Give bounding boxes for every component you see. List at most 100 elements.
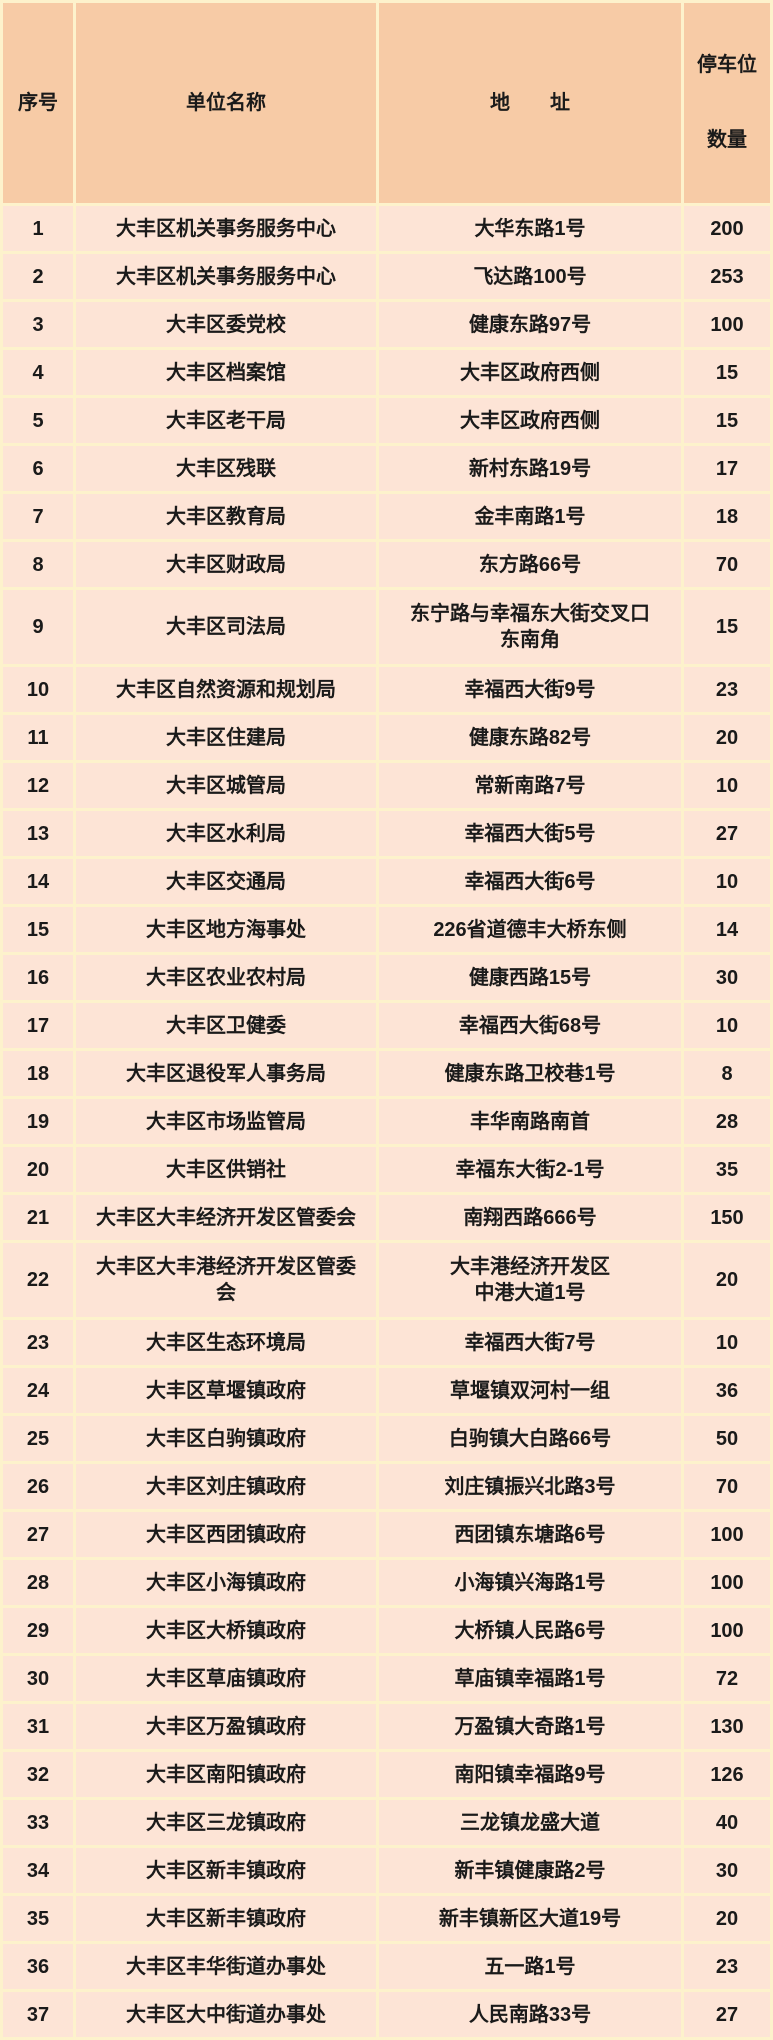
- unit-name-cell: 大丰区新丰镇政府: [76, 1848, 376, 1893]
- table-row: 9 大丰区司法局 东宁路与幸福东大街交叉口 东南角 15: [3, 590, 770, 664]
- unit-name-cell: 大丰区草堰镇政府: [76, 1368, 376, 1413]
- parking-count-cell: 72: [684, 1656, 770, 1701]
- address-cell: 东宁路与幸福东大街交叉口 东南角: [379, 590, 681, 664]
- parking-count-cell: 30: [684, 1848, 770, 1893]
- address-cell: 幸福西大街9号: [379, 667, 681, 712]
- parking-count-cell: 20: [684, 1896, 770, 1941]
- parking-count-cell: 100: [684, 1560, 770, 1605]
- parking-count-cell: 20: [684, 715, 770, 760]
- table-row: 21 大丰区大丰经济开发区管委会 南翔西路666号 150: [3, 1195, 770, 1240]
- parking-count-cell: 15: [684, 398, 770, 443]
- row-number-cell: 8: [3, 542, 73, 587]
- parking-count-cell: 28: [684, 1099, 770, 1144]
- parking-count-cell: 100: [684, 1608, 770, 1653]
- address-cell: 幸福西大街5号: [379, 811, 681, 856]
- parking-count-cell: 15: [684, 350, 770, 395]
- unit-name-cell: 大丰区刘庄镇政府: [76, 1464, 376, 1509]
- unit-name-cell: 大丰区交通局: [76, 859, 376, 904]
- table-body: 1 大丰区机关事务服务中心 大华东路1号 200 2 大丰区机关事务服务中心 飞达路100号…: [3, 206, 770, 2037]
- table-row: 5 大丰区老干局 大丰区政府西侧 15: [3, 398, 770, 443]
- address-cell: 幸福东大街2-1号: [379, 1147, 681, 1192]
- address-cell: 新丰镇新区大道19号: [379, 1896, 681, 1941]
- table-row: 29 大丰区大桥镇政府 大桥镇人民路6号 100: [3, 1608, 770, 1653]
- parking-count-cell: 8: [684, 1051, 770, 1096]
- row-number-cell: 1: [3, 206, 73, 251]
- unit-name-cell: 大丰区地方海事处: [76, 907, 376, 952]
- address-cell: 白驹镇大白路66号: [379, 1416, 681, 1461]
- table-row: 4 大丰区档案馆 大丰区政府西侧 15: [3, 350, 770, 395]
- row-number-cell: 21: [3, 1195, 73, 1240]
- parking-count-cell: 20: [684, 1243, 770, 1317]
- row-number-cell: 6: [3, 446, 73, 491]
- row-number-cell: 28: [3, 1560, 73, 1605]
- row-number-cell: 15: [3, 907, 73, 952]
- table-row: 16 大丰区农业农村局 健康西路15号 30: [3, 955, 770, 1000]
- unit-name-cell: 大丰区三龙镇政府: [76, 1800, 376, 1845]
- address-cell: 刘庄镇振兴北路3号: [379, 1464, 681, 1509]
- unit-name-cell: 大丰区市场监管局: [76, 1099, 376, 1144]
- parking-count-cell: 100: [684, 302, 770, 347]
- address-cell: 幸福西大街68号: [379, 1003, 681, 1048]
- unit-name-cell: 大丰区小海镇政府: [76, 1560, 376, 1605]
- row-number-cell: 13: [3, 811, 73, 856]
- parking-count-cell: 40: [684, 1800, 770, 1845]
- unit-name-cell: 大丰区卫健委: [76, 1003, 376, 1048]
- address-cell: 大丰区政府西侧: [379, 398, 681, 443]
- row-number-cell: 17: [3, 1003, 73, 1048]
- unit-name-cell: 大丰区老干局: [76, 398, 376, 443]
- table-row: 11 大丰区住建局 健康东路82号 20: [3, 715, 770, 760]
- row-number-cell: 26: [3, 1464, 73, 1509]
- table-row: 2 大丰区机关事务服务中心 飞达路100号 253: [3, 254, 770, 299]
- row-number-cell: 12: [3, 763, 73, 808]
- parking-count-cell: 15: [684, 590, 770, 664]
- parking-count-cell: 100: [684, 1512, 770, 1557]
- unit-name-cell: 大丰区退役军人事务局: [76, 1051, 376, 1096]
- address-cell: 丰华南路南首: [379, 1099, 681, 1144]
- row-number-cell: 7: [3, 494, 73, 539]
- table-row: 17 大丰区卫健委 幸福西大街68号 10: [3, 1003, 770, 1048]
- table-row: 31 大丰区万盈镇政府 万盈镇大奇路1号 130: [3, 1704, 770, 1749]
- column-header-no: 序号: [3, 3, 73, 203]
- parking-count-cell: 23: [684, 667, 770, 712]
- unit-name-cell: 大丰区草庙镇政府: [76, 1656, 376, 1701]
- table-row: 22 大丰区大丰港经济开发区管委 会大丰港经济开发区 中港大道1号 20: [3, 1243, 770, 1317]
- address-cell: 金丰南路1号: [379, 494, 681, 539]
- table-row: 12 大丰区城管局 常新南路7号 10: [3, 763, 770, 808]
- row-number-cell: 24: [3, 1368, 73, 1413]
- row-number-cell: 5: [3, 398, 73, 443]
- row-number-cell: 25: [3, 1416, 73, 1461]
- table-row: 15 大丰区地方海事处 226省道德丰大桥东侧 14: [3, 907, 770, 952]
- row-number-cell: 10: [3, 667, 73, 712]
- table-row: 24 大丰区草堰镇政府 草堰镇双河村一组 36: [3, 1368, 770, 1413]
- unit-name-cell: 大丰区住建局: [76, 715, 376, 760]
- unit-name-cell: 大丰区财政局: [76, 542, 376, 587]
- unit-name-cell: 大丰区残联: [76, 446, 376, 491]
- table-row: 1 大丰区机关事务服务中心 大华东路1号 200: [3, 206, 770, 251]
- row-number-cell: 36: [3, 1944, 73, 1989]
- address-cell: 西团镇东塘路6号: [379, 1512, 681, 1557]
- table-row: 35 大丰区新丰镇政府 新丰镇新区大道19号 20: [3, 1896, 770, 1941]
- unit-name-cell: 大丰区供销社: [76, 1147, 376, 1192]
- parking-count-cell: 10: [684, 1320, 770, 1365]
- address-cell: 226省道德丰大桥东侧: [379, 907, 681, 952]
- table-row: 14 大丰区交通局 幸福西大街6号 10: [3, 859, 770, 904]
- unit-name-cell: 大丰区白驹镇政府: [76, 1416, 376, 1461]
- column-header-unit-name: 单位名称: [76, 3, 376, 203]
- parking-count-cell: 18: [684, 494, 770, 539]
- row-number-cell: 29: [3, 1608, 73, 1653]
- table-row: 6 大丰区残联 新村东路19号 17: [3, 446, 770, 491]
- row-number-cell: 2: [3, 254, 73, 299]
- row-number-cell: 35: [3, 1896, 73, 1941]
- column-header-parking-count: 停车位 数量: [684, 3, 770, 203]
- address-cell: 健康西路15号: [379, 955, 681, 1000]
- unit-name-cell: 大丰区万盈镇政府: [76, 1704, 376, 1749]
- address-cell: 五一路1号: [379, 1944, 681, 1989]
- address-cell: 健康东路82号: [379, 715, 681, 760]
- row-number-cell: 30: [3, 1656, 73, 1701]
- column-header-parking-count-line2: 数量: [707, 129, 747, 151]
- address-cell: 万盈镇大奇路1号: [379, 1704, 681, 1749]
- unit-name-cell: 大丰区档案馆: [76, 350, 376, 395]
- parking-count-cell: 150: [684, 1195, 770, 1240]
- address-cell: 三龙镇龙盛大道: [379, 1800, 681, 1845]
- table-row: 19 大丰区市场监管局 丰华南路南首 28: [3, 1099, 770, 1144]
